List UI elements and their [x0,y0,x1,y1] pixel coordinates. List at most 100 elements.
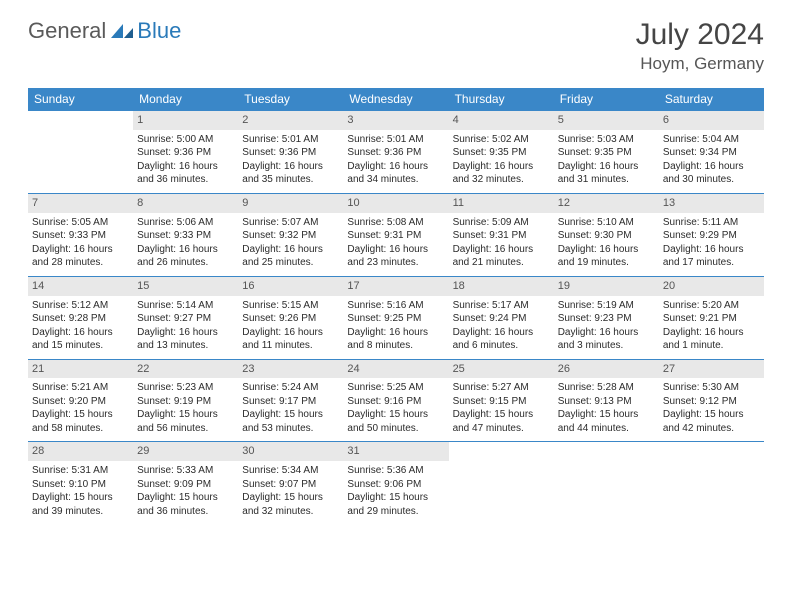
daylight2-text: and 44 minutes. [558,422,655,436]
dayhead-saturday: Saturday [659,88,764,111]
daylight1-text: Daylight: 16 hours [137,160,234,174]
daylight2-text: and 32 minutes. [453,173,550,187]
daylight2-text: and 3 minutes. [558,339,655,353]
sunset-text: Sunset: 9:15 PM [453,395,550,409]
daylight2-text: and 34 minutes. [347,173,444,187]
day-number: 29 [133,442,238,461]
sunset-text: Sunset: 9:16 PM [347,395,444,409]
daylight2-text: and 23 minutes. [347,256,444,270]
logo-text-grey: General [28,18,106,44]
daylight2-text: and 11 minutes. [242,339,339,353]
daylight1-text: Daylight: 16 hours [453,160,550,174]
day-number: 23 [238,360,343,379]
daylight1-text: Daylight: 15 hours [558,408,655,422]
day-number: 21 [28,360,133,379]
sunset-text: Sunset: 9:12 PM [663,395,760,409]
sunrise-text: Sunrise: 5:30 AM [663,381,760,395]
sunset-text: Sunset: 9:33 PM [32,229,129,243]
day-cell: 27Sunrise: 5:30 AMSunset: 9:12 PMDayligh… [659,359,764,442]
sunrise-text: Sunrise: 5:02 AM [453,133,550,147]
sunrise-text: Sunrise: 5:24 AM [242,381,339,395]
sunrise-text: Sunrise: 5:16 AM [347,299,444,313]
daylight1-text: Daylight: 16 hours [558,243,655,257]
sunset-text: Sunset: 9:36 PM [242,146,339,160]
day-cell [659,442,764,524]
daylight2-text: and 36 minutes. [137,505,234,519]
sunset-text: Sunset: 9:07 PM [242,478,339,492]
daylight1-text: Daylight: 15 hours [453,408,550,422]
day-number: 19 [554,277,659,296]
month-title: July 2024 [636,18,764,52]
daylight1-text: Daylight: 16 hours [347,243,444,257]
daylight1-text: Daylight: 16 hours [137,243,234,257]
sunrise-text: Sunrise: 5:27 AM [453,381,550,395]
day-cell: 9Sunrise: 5:07 AMSunset: 9:32 PMDaylight… [238,193,343,276]
sunrise-text: Sunrise: 5:12 AM [32,299,129,313]
day-number: 2 [238,111,343,130]
sunrise-text: Sunrise: 5:03 AM [558,133,655,147]
title-block: July 2024 Hoym, Germany [636,18,764,74]
day-cell: 19Sunrise: 5:19 AMSunset: 9:23 PMDayligh… [554,276,659,359]
sunset-text: Sunset: 9:24 PM [453,312,550,326]
daylight2-text: and 28 minutes. [32,256,129,270]
daylight2-text: and 13 minutes. [137,339,234,353]
sunrise-text: Sunrise: 5:00 AM [137,133,234,147]
day-number: 9 [238,194,343,213]
daylight1-text: Daylight: 16 hours [663,243,760,257]
day-cell: 23Sunrise: 5:24 AMSunset: 9:17 PMDayligh… [238,359,343,442]
day-number: 13 [659,194,764,213]
day-cell: 31Sunrise: 5:36 AMSunset: 9:06 PMDayligh… [343,442,448,524]
daylight2-text: and 8 minutes. [347,339,444,353]
day-cell: 28Sunrise: 5:31 AMSunset: 9:10 PMDayligh… [28,442,133,524]
day-cell [554,442,659,524]
day-number: 8 [133,194,238,213]
day-cell: 10Sunrise: 5:08 AMSunset: 9:31 PMDayligh… [343,193,448,276]
location-label: Hoym, Germany [636,54,764,74]
day-number: 3 [343,111,448,130]
dayhead-row: Sunday Monday Tuesday Wednesday Thursday… [28,88,764,111]
day-cell: 13Sunrise: 5:11 AMSunset: 9:29 PMDayligh… [659,193,764,276]
daylight2-text: and 1 minute. [663,339,760,353]
daylight1-text: Daylight: 16 hours [242,326,339,340]
week-row: 1 Sunrise: 5:00 AM Sunset: 9:36 PM Daylight… [28,111,764,194]
daylight2-text: and 53 minutes. [242,422,339,436]
sunrise-text: Sunrise: 5:21 AM [32,381,129,395]
day-cell: 12Sunrise: 5:10 AMSunset: 9:30 PMDayligh… [554,193,659,276]
sunset-text: Sunset: 9:29 PM [663,229,760,243]
day-number: 12 [554,194,659,213]
sunset-text: Sunset: 9:33 PM [137,229,234,243]
day-cell: 6Sunrise: 5:04 AMSunset: 9:34 PMDaylight… [659,111,764,194]
daylight1-text: Daylight: 16 hours [663,160,760,174]
day-number: 28 [28,442,133,461]
day-number: 26 [554,360,659,379]
daylight1-text: Daylight: 16 hours [347,160,444,174]
daylight1-text: Daylight: 15 hours [242,408,339,422]
sunrise-text: Sunrise: 5:19 AM [558,299,655,313]
week-row: 14Sunrise: 5:12 AMSunset: 9:28 PMDayligh… [28,276,764,359]
daylight2-text: and 36 minutes. [137,173,234,187]
day-cell: 25Sunrise: 5:27 AMSunset: 9:15 PMDayligh… [449,359,554,442]
sunrise-text: Sunrise: 5:14 AM [137,299,234,313]
day-number: 20 [659,277,764,296]
day-number: 1 [133,111,238,130]
day-number: 7 [28,194,133,213]
daylight1-text: Daylight: 16 hours [32,326,129,340]
day-number: 6 [659,111,764,130]
daylight2-text: and 39 minutes. [32,505,129,519]
sunrise-text: Sunrise: 5:23 AM [137,381,234,395]
sunrise-text: Sunrise: 5:33 AM [137,464,234,478]
daylight1-text: Daylight: 16 hours [663,326,760,340]
day-cell: 2Sunrise: 5:01 AMSunset: 9:36 PMDaylight… [238,111,343,194]
daylight2-text: and 29 minutes. [347,505,444,519]
sunset-text: Sunset: 9:32 PM [242,229,339,243]
sunset-text: Sunset: 9:19 PM [137,395,234,409]
daylight2-text: and 30 minutes. [663,173,760,187]
day-cell: 29Sunrise: 5:33 AMSunset: 9:09 PMDayligh… [133,442,238,524]
sunrise-text: Sunrise: 5:17 AM [453,299,550,313]
day-cell: 11Sunrise: 5:09 AMSunset: 9:31 PMDayligh… [449,193,554,276]
daylight1-text: Daylight: 16 hours [558,160,655,174]
sunset-text: Sunset: 9:13 PM [558,395,655,409]
daylight1-text: Daylight: 16 hours [558,326,655,340]
dayhead-monday: Monday [133,88,238,111]
sunrise-text: Sunrise: 5:10 AM [558,216,655,230]
